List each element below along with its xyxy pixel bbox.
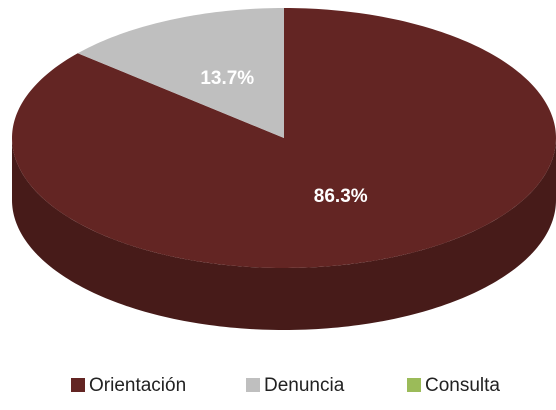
legend-swatch: [246, 378, 260, 392]
pie-side: [12, 138, 556, 330]
legend-swatch: [407, 378, 421, 392]
legend-label: Consulta: [425, 375, 500, 396]
pie-slice: [12, 8, 556, 268]
data-label: 86.3%: [314, 186, 368, 207]
legend-swatch: [71, 378, 85, 392]
data-label: 13.7%: [200, 68, 254, 89]
legend-label: Orientación: [89, 375, 186, 396]
pie-slice: [77, 8, 284, 138]
legend-label: Denuncia: [264, 375, 345, 396]
